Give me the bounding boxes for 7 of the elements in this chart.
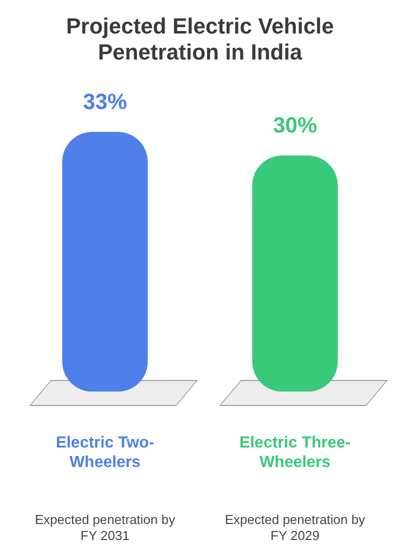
x-tick-label: Electric Three-Wheelers: [239, 434, 351, 471]
text: Expected penetration by FY 2031: [34, 512, 176, 544]
text: Expected penetration by FY 2029: [224, 512, 366, 544]
data-label: 33%: [82, 88, 128, 114]
chart-title: Projected Electric Vehicle Penetration in India: [66, 13, 334, 65]
data-label: 30%: [272, 112, 318, 138]
x-tick-label: Electric Two-Wheelers: [56, 434, 154, 471]
